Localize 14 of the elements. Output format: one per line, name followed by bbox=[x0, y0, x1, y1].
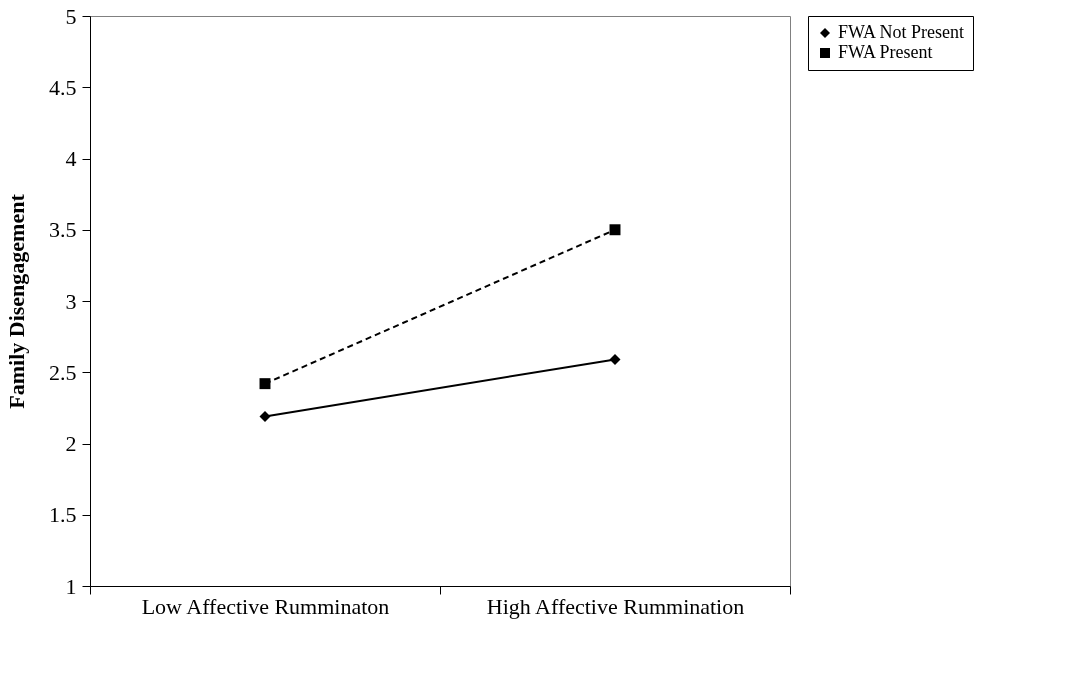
y-tick-label: 2 bbox=[65, 431, 77, 456]
y-tick-label: 4.5 bbox=[49, 74, 77, 100]
y-tick-label: 1 bbox=[65, 573, 77, 599]
y-tick-label: 2.5 bbox=[49, 359, 77, 385]
legend-label: FWA Present bbox=[838, 42, 933, 62]
y-tick-label: 5 bbox=[65, 3, 77, 29]
y-tick-label: 1.5 bbox=[49, 502, 77, 528]
y-tick-label: 3 bbox=[65, 288, 77, 314]
y-tick-label: 4 bbox=[65, 146, 77, 171]
x-tick-label: High Affective Rummination bbox=[486, 593, 745, 619]
legend-label: FWA Not Present bbox=[838, 22, 964, 42]
x-tick-label: Low Affective Rumminaton bbox=[141, 593, 390, 619]
y-tick-label: 3.5 bbox=[49, 217, 77, 243]
y-axis-title: Family Disengagement bbox=[4, 193, 29, 409]
